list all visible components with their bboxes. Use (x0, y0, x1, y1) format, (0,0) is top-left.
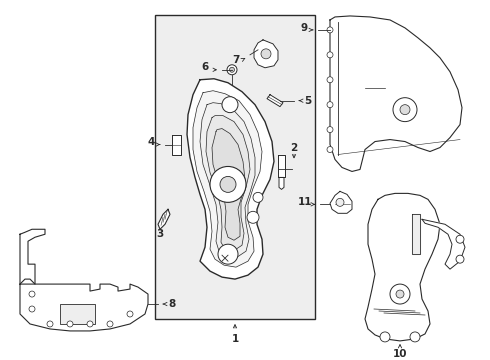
Circle shape (327, 77, 333, 83)
Circle shape (456, 255, 464, 263)
Text: 9: 9 (300, 23, 308, 33)
Circle shape (210, 166, 246, 202)
Circle shape (127, 311, 133, 317)
Polygon shape (279, 177, 284, 189)
Circle shape (220, 176, 236, 192)
Text: 5: 5 (304, 96, 312, 106)
Circle shape (456, 235, 464, 243)
Circle shape (67, 321, 73, 327)
Circle shape (393, 98, 417, 122)
Text: 8: 8 (169, 299, 175, 309)
Circle shape (396, 290, 404, 298)
Text: 7: 7 (232, 55, 240, 65)
Circle shape (227, 65, 237, 75)
Circle shape (390, 284, 410, 304)
Polygon shape (158, 209, 170, 229)
Circle shape (29, 291, 35, 297)
Circle shape (327, 127, 333, 132)
Polygon shape (267, 95, 283, 107)
Polygon shape (254, 40, 278, 68)
Polygon shape (206, 116, 250, 251)
Polygon shape (172, 135, 181, 154)
Polygon shape (330, 16, 462, 171)
Circle shape (327, 147, 333, 153)
Text: 11: 11 (298, 197, 312, 207)
Circle shape (87, 321, 93, 327)
Circle shape (107, 321, 113, 327)
Circle shape (229, 67, 235, 72)
Circle shape (410, 332, 420, 342)
Text: 1: 1 (231, 334, 239, 344)
Text: 6: 6 (201, 62, 209, 72)
Bar (60, 304, 95, 324)
Circle shape (327, 102, 333, 108)
Circle shape (327, 27, 333, 33)
Polygon shape (422, 219, 465, 269)
Circle shape (253, 192, 263, 202)
Polygon shape (20, 279, 148, 331)
Circle shape (218, 244, 238, 264)
Polygon shape (278, 154, 285, 177)
Text: 2: 2 (291, 143, 297, 153)
Circle shape (327, 52, 333, 58)
Circle shape (380, 332, 390, 342)
Circle shape (247, 211, 259, 223)
Text: 4: 4 (147, 136, 155, 147)
Circle shape (222, 97, 238, 113)
Polygon shape (20, 229, 45, 284)
Circle shape (400, 105, 410, 114)
Polygon shape (212, 129, 245, 240)
Polygon shape (365, 193, 440, 341)
Polygon shape (187, 79, 274, 279)
Text: 10: 10 (393, 349, 407, 359)
Circle shape (336, 198, 344, 206)
Circle shape (29, 306, 35, 312)
Circle shape (261, 49, 271, 59)
Bar (155, 15, 315, 319)
Polygon shape (193, 91, 262, 267)
Polygon shape (200, 103, 255, 257)
Text: 3: 3 (156, 229, 164, 239)
Polygon shape (330, 192, 352, 213)
Polygon shape (412, 214, 420, 254)
Circle shape (47, 321, 53, 327)
